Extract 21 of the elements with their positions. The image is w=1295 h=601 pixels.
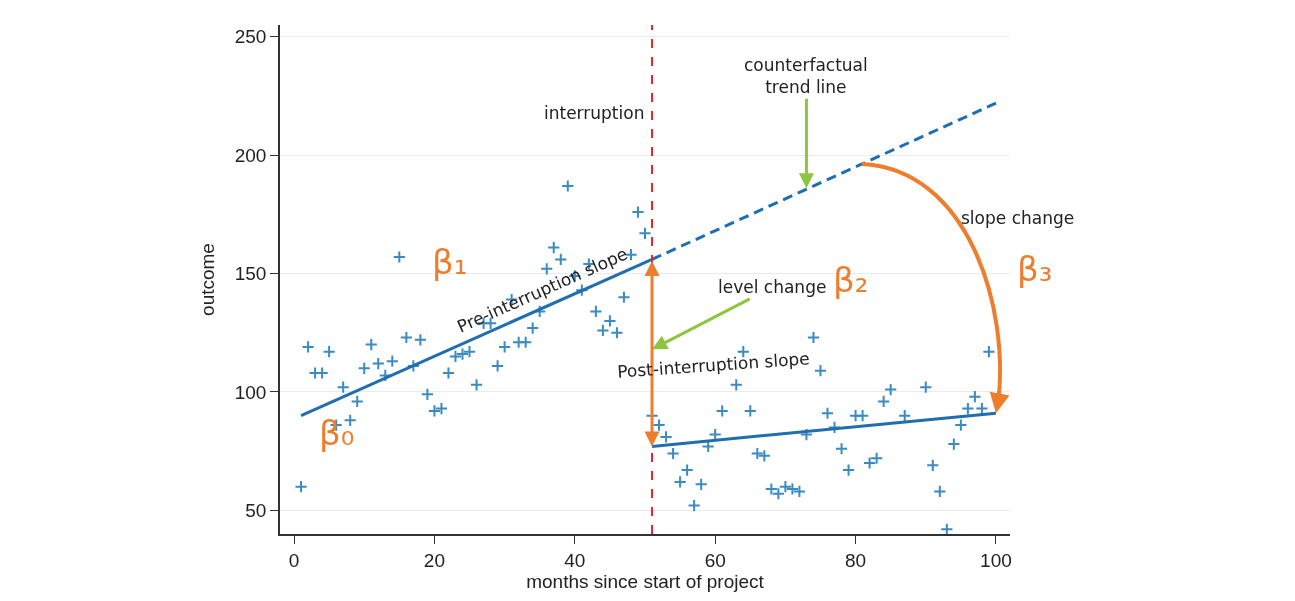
x-tick-label: 60 xyxy=(704,549,726,571)
y-tick-label: 250 xyxy=(234,26,267,48)
y-tick-label: 150 xyxy=(234,263,267,285)
y-tick-label: 100 xyxy=(234,381,267,403)
annotation: β₀ xyxy=(319,413,355,453)
text: β₃ xyxy=(1017,249,1053,289)
annotation: Post-interruption slope xyxy=(616,348,811,382)
x-tick-label: 100 xyxy=(980,549,1012,571)
y-axis-title: outcome xyxy=(197,243,219,316)
ref-line-label: interruption xyxy=(544,103,645,123)
x-tick-label: 0 xyxy=(288,549,300,571)
x-tick-label: 20 xyxy=(423,549,445,571)
y-tick-label: 50 xyxy=(245,499,267,521)
annotation: counterfactual trend line xyxy=(744,55,868,98)
annotation: level change xyxy=(718,277,827,297)
x-tick-label: 80 xyxy=(845,549,867,571)
y-tick-label: 200 xyxy=(234,144,267,166)
x-axis-title: months since start of project xyxy=(526,570,765,592)
x-tick-label: 40 xyxy=(564,549,586,571)
annotation: β₂ xyxy=(833,260,869,300)
annotation: slope change xyxy=(961,208,1075,228)
